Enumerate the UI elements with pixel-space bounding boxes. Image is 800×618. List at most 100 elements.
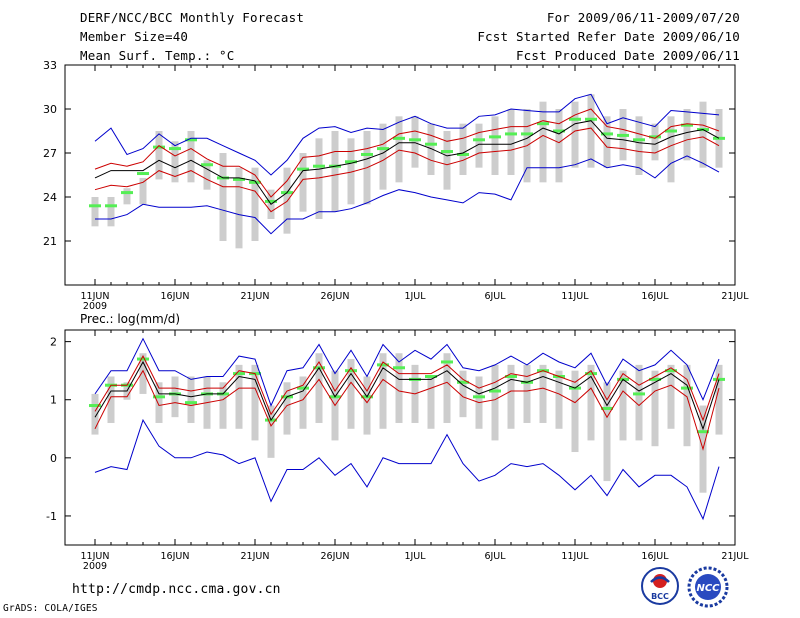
mean-marker bbox=[393, 136, 405, 140]
ensemble-box bbox=[91, 393, 99, 435]
ensemble-box bbox=[491, 364, 499, 441]
mean-marker bbox=[457, 380, 469, 384]
mean-marker bbox=[137, 172, 149, 176]
bcc-logo: BCC bbox=[641, 567, 679, 605]
ensemble-box bbox=[139, 177, 147, 205]
ensemble-box bbox=[347, 138, 355, 205]
ensemble-box bbox=[571, 101, 579, 168]
x-tick-label: 1JUL bbox=[404, 291, 426, 302]
x-tick-label: 16JUN bbox=[161, 291, 190, 302]
ensemble-box bbox=[155, 131, 163, 180]
mean-marker bbox=[137, 357, 149, 361]
ensemble-box bbox=[107, 376, 115, 423]
ensemble-box bbox=[523, 364, 531, 423]
ensemble-box bbox=[475, 123, 483, 168]
mean-marker bbox=[633, 392, 645, 396]
ncc-logo-text: NCC bbox=[696, 583, 720, 594]
ensemble-box bbox=[299, 153, 307, 212]
mean-marker bbox=[313, 164, 325, 168]
ensemble-box bbox=[587, 94, 595, 168]
x-tick-label: 11JUL bbox=[561, 291, 589, 302]
mean-marker bbox=[153, 145, 165, 149]
ensemble-box bbox=[331, 131, 339, 212]
x-tick-label: 21JUL bbox=[721, 291, 749, 302]
ensemble-box bbox=[267, 405, 275, 458]
mean-marker bbox=[585, 117, 597, 121]
ensemble-box bbox=[251, 364, 259, 441]
ensemble-box bbox=[235, 364, 243, 429]
produced-date: Fcst Produced Date 2009/06/11 bbox=[515, 48, 740, 63]
x-tick-label: 26JUN bbox=[321, 291, 350, 302]
mean-marker bbox=[713, 136, 725, 140]
ensemble-box bbox=[555, 370, 563, 429]
member-size: Member Size=40 bbox=[80, 29, 189, 44]
y-tick-label: 0 bbox=[50, 452, 57, 465]
x-tick-label: 16JUN bbox=[161, 551, 190, 562]
plot-frame bbox=[64, 64, 736, 286]
ensemble-box bbox=[635, 364, 643, 441]
mean-marker bbox=[601, 132, 613, 136]
mean-marker bbox=[489, 135, 501, 139]
ensemble-box bbox=[411, 116, 419, 168]
ensemble-box bbox=[507, 364, 515, 429]
series-upper-line bbox=[94, 355, 720, 422]
mean-marker bbox=[425, 374, 437, 378]
y-tick-label: 21 bbox=[43, 235, 57, 248]
mean-marker bbox=[649, 377, 661, 381]
mean-marker bbox=[265, 199, 277, 203]
ncc-logo: NCC bbox=[687, 566, 729, 608]
ensemble-box bbox=[219, 153, 227, 241]
mean-marker bbox=[441, 150, 453, 154]
y-tick-label: 27 bbox=[43, 147, 57, 160]
mean-marker bbox=[233, 372, 245, 376]
mean-marker bbox=[121, 191, 133, 195]
series-max-line bbox=[94, 337, 720, 407]
ensemble-box bbox=[219, 382, 227, 429]
x-tick-label: 11JUL bbox=[561, 551, 589, 562]
ensemble-box bbox=[235, 167, 243, 249]
x-tick-label: 21JUL bbox=[721, 551, 749, 562]
bcc-logo-text: BCC bbox=[651, 592, 669, 601]
mean-marker bbox=[425, 142, 437, 146]
ensemble-box bbox=[539, 101, 547, 183]
y-tick-label: 30 bbox=[43, 103, 57, 116]
ensemble-box bbox=[139, 353, 147, 394]
x-tick-label: 16JUL bbox=[641, 291, 669, 302]
ensemble-box bbox=[635, 116, 643, 175]
temperature-panel: 21 24 27 30 33 11JUN 16JUN 21JUN 26JUN 1JUL 6JUL 11… bbox=[43, 59, 749, 312]
mean-marker bbox=[345, 369, 357, 373]
mean-marker bbox=[457, 152, 469, 156]
ensemble-box bbox=[171, 141, 179, 183]
ensemble-box bbox=[667, 116, 675, 183]
x-tick-label: 21JUN bbox=[241, 291, 270, 302]
ensemble-box bbox=[699, 101, 707, 168]
y-tick-label: 24 bbox=[43, 191, 57, 204]
ensemble-box bbox=[539, 364, 547, 423]
x-tick-label: 11JUN bbox=[81, 551, 110, 562]
mean-marker bbox=[617, 133, 629, 137]
series-lower-line bbox=[94, 127, 720, 213]
ensemble-box bbox=[171, 376, 179, 418]
mean-marker bbox=[553, 129, 565, 133]
ensemble-box bbox=[155, 382, 163, 423]
source-url[interactable]: http://cmdp.ncc.cma.gov.cn bbox=[72, 582, 281, 597]
ensemble-box bbox=[491, 116, 499, 175]
x-tick-label: 21JUN bbox=[241, 551, 270, 562]
ensemble-box bbox=[363, 376, 371, 435]
chart-title: DERF/NCC/BCC Monthly Forecast bbox=[80, 10, 305, 25]
mean-marker bbox=[633, 138, 645, 142]
mean-marker bbox=[185, 401, 197, 405]
ensemble-box bbox=[315, 353, 323, 423]
mean-marker bbox=[377, 363, 389, 367]
mean-marker bbox=[585, 372, 597, 376]
series-lower-line bbox=[94, 369, 720, 451]
mean-marker bbox=[521, 132, 533, 136]
mean-marker bbox=[649, 135, 661, 139]
ensemble-box bbox=[667, 364, 675, 429]
ensemble-box bbox=[203, 160, 211, 190]
mean-marker bbox=[505, 374, 517, 378]
x-year-label: 2009 bbox=[83, 301, 107, 312]
ensemble-box bbox=[187, 131, 195, 183]
variable-label: Mean Surf. Temp.: °C bbox=[80, 48, 235, 63]
